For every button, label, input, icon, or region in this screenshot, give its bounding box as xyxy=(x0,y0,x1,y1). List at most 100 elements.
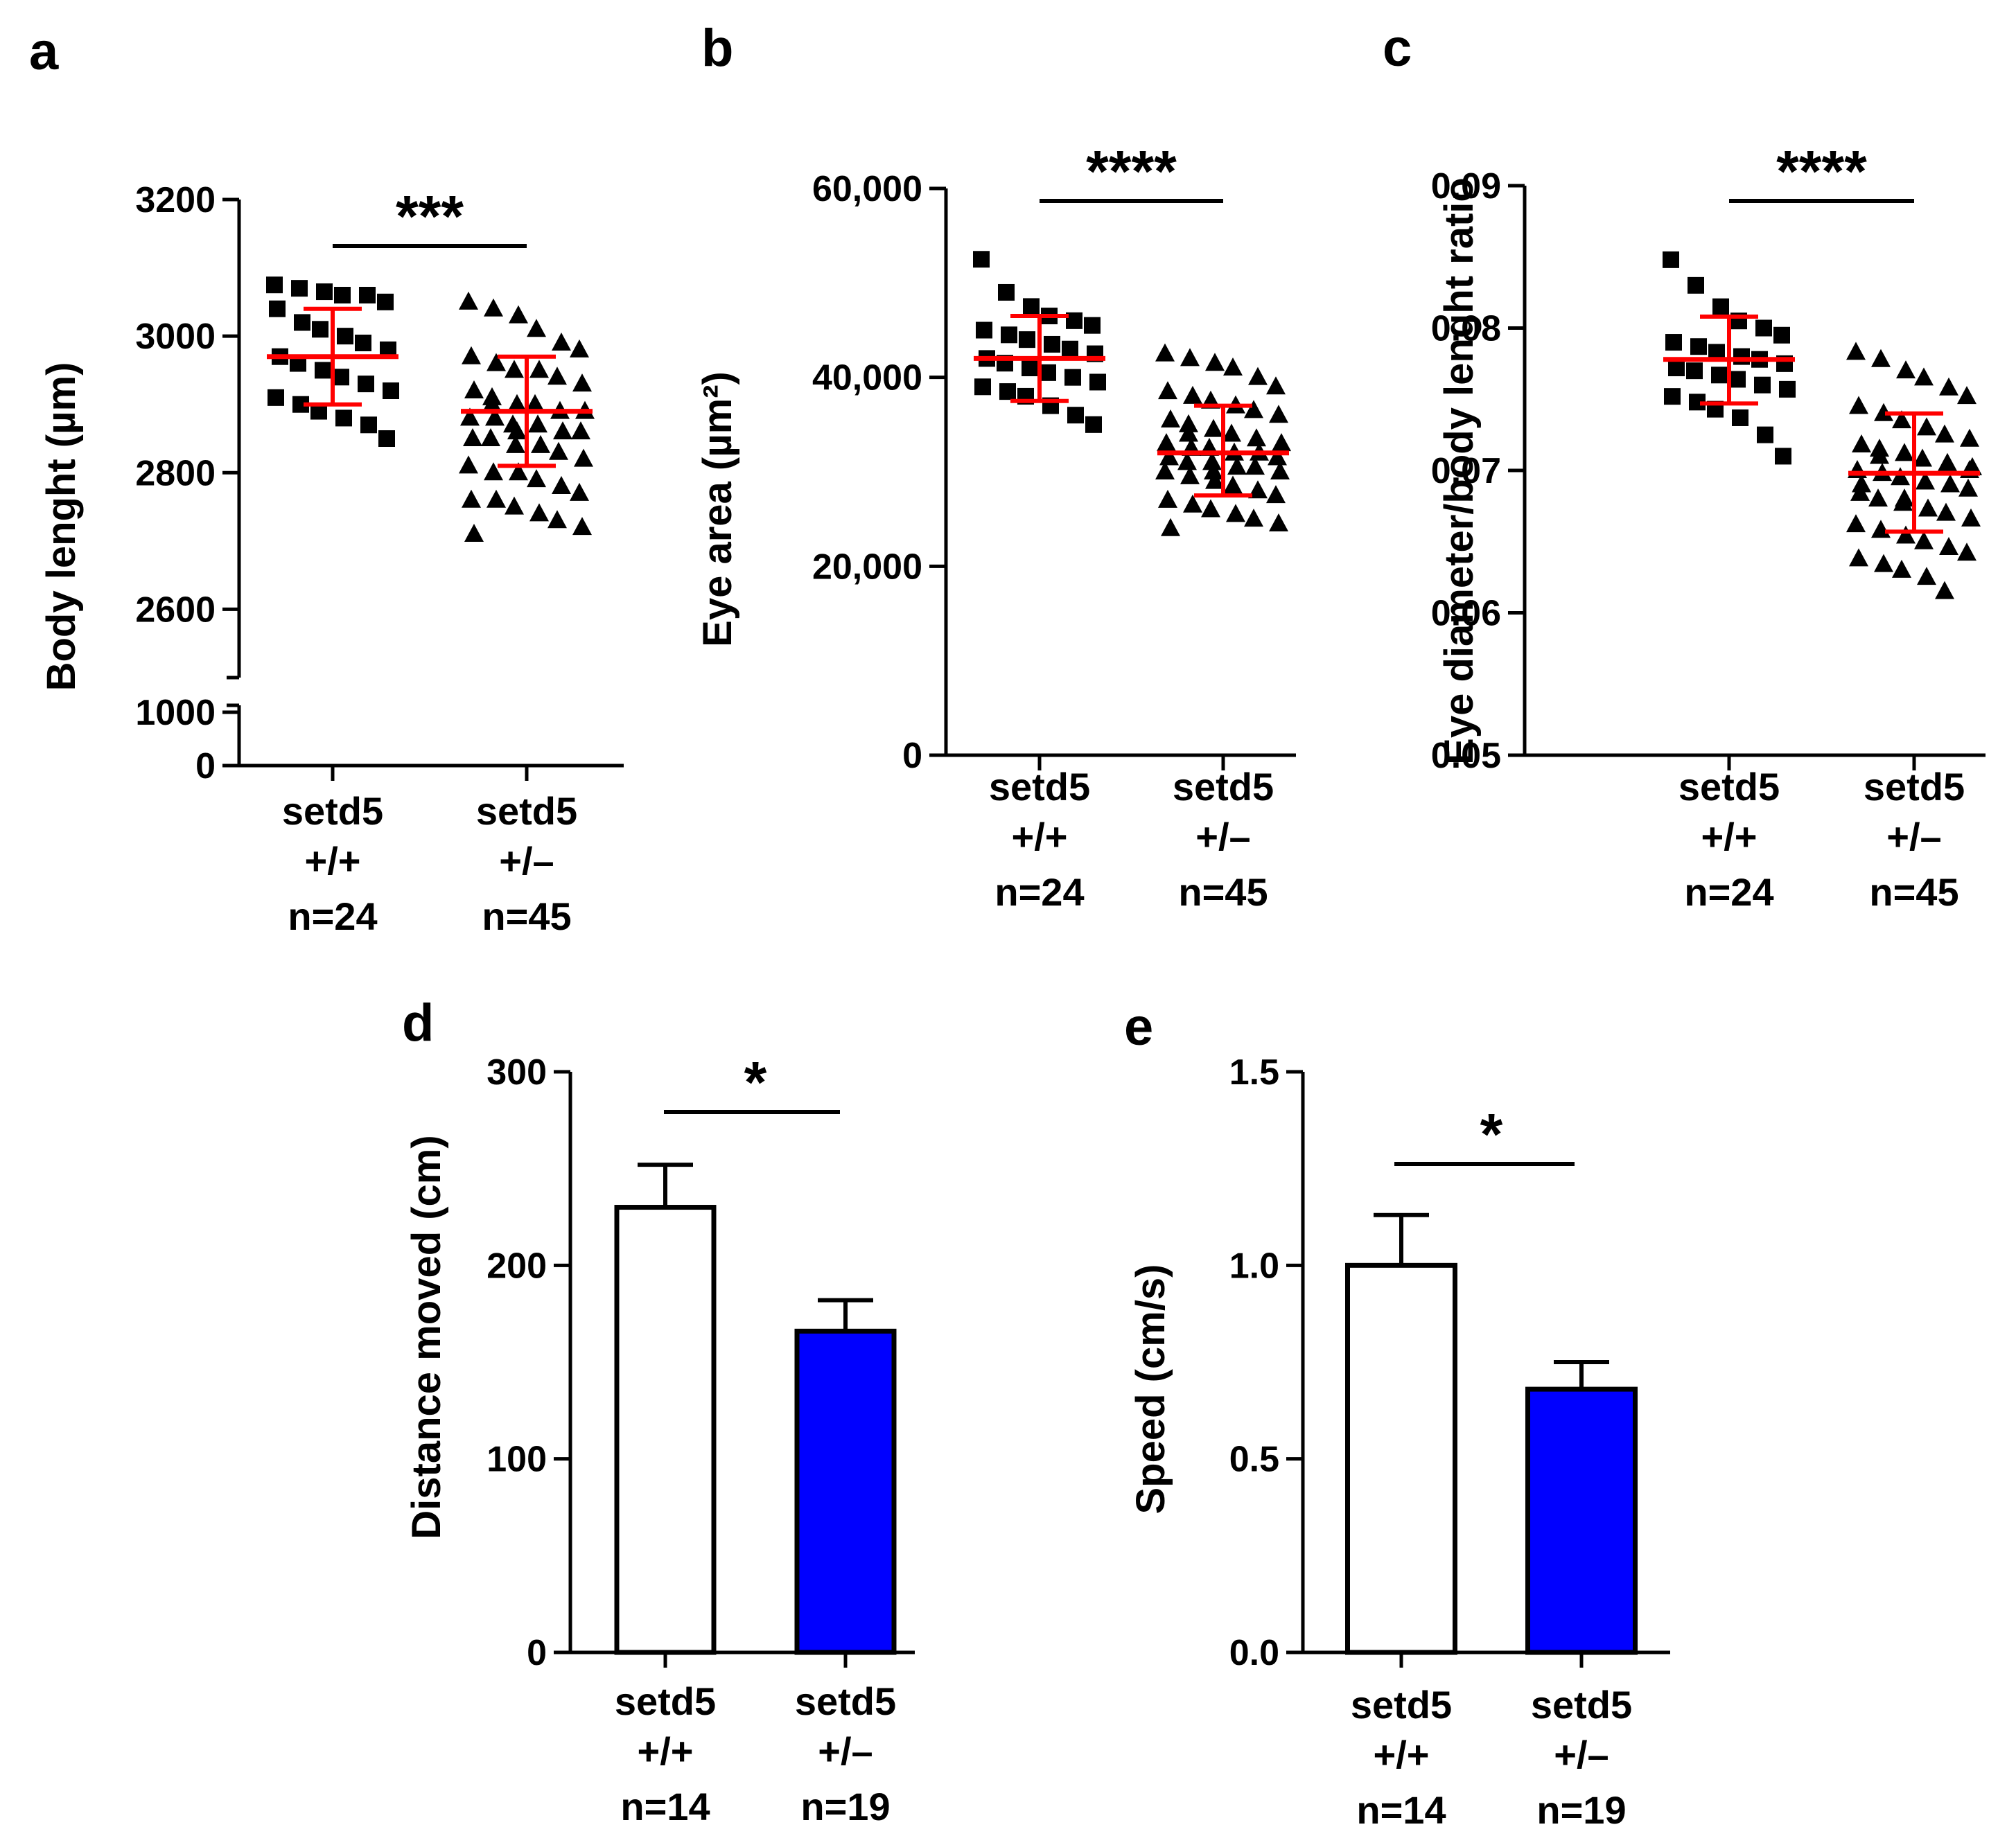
data-point xyxy=(1205,470,1225,489)
data-point xyxy=(998,283,1015,301)
data-point xyxy=(552,333,571,351)
panel-letter: d xyxy=(402,994,434,1052)
category-genotype: +/– xyxy=(1886,815,1941,858)
data-point xyxy=(378,430,395,447)
data-point xyxy=(529,503,549,522)
category-name: setd5 xyxy=(1864,765,1965,809)
data-point xyxy=(528,414,547,433)
data-point xyxy=(1957,386,1976,405)
data-point xyxy=(1161,409,1180,428)
significance-stars: * xyxy=(1480,1102,1503,1167)
significance-stars: **** xyxy=(1086,139,1177,204)
data-point xyxy=(1913,448,1932,467)
data-point xyxy=(1729,371,1746,388)
data-point xyxy=(1668,360,1685,377)
panel-e: e Speed (cm/s) 0.0 0.5 1.0 1.5 setd5 +/+ n=14 s… xyxy=(1124,998,1670,1827)
data-point xyxy=(1022,360,1038,377)
data-point xyxy=(1223,475,1243,494)
data-point xyxy=(1958,478,1978,497)
category-n: n=19 xyxy=(1536,1788,1626,1827)
data-point xyxy=(1155,461,1175,479)
y-tick-label: 20,000 xyxy=(812,547,922,587)
data-point xyxy=(1664,388,1681,405)
category-name: setd5 xyxy=(615,1679,716,1723)
data-point xyxy=(1269,405,1288,423)
y-tick-label: 300 xyxy=(487,1052,547,1093)
y-axis-label: Body lenght (µm) xyxy=(39,362,84,691)
y-tick-label: 0.05 xyxy=(1431,736,1501,776)
data-point xyxy=(1244,400,1263,418)
data-point xyxy=(1227,457,1247,475)
data-point xyxy=(1935,581,1954,599)
data-point xyxy=(1849,396,1868,414)
data-point xyxy=(531,434,550,453)
data-point xyxy=(1871,520,1891,538)
data-point xyxy=(507,394,527,412)
y-tick-label: 2800 xyxy=(135,453,216,493)
panel-letter: c xyxy=(1383,19,1412,78)
data-point xyxy=(1269,513,1288,531)
data-point xyxy=(1177,452,1197,470)
data-point xyxy=(1960,428,1979,447)
data-point xyxy=(377,293,394,310)
data-point xyxy=(572,517,592,536)
y-tick-label: 0 xyxy=(195,746,216,786)
category-name: setd5 xyxy=(282,789,383,833)
data-point xyxy=(1892,410,1911,429)
data-point xyxy=(1874,554,1893,572)
data-point xyxy=(1245,457,1265,475)
data-point xyxy=(527,469,546,488)
category-genotype: +/+ xyxy=(638,1729,694,1773)
data-point xyxy=(1852,434,1871,453)
data-point xyxy=(1044,335,1060,353)
data-point xyxy=(976,321,992,339)
data-point xyxy=(1891,467,1910,486)
data-point xyxy=(359,287,376,303)
y-tick-label: 60,000 xyxy=(812,169,922,209)
data-point xyxy=(1871,348,1891,367)
data-point xyxy=(337,328,353,345)
data-point xyxy=(360,416,377,434)
data-point xyxy=(1085,416,1102,433)
category-n: n=24 xyxy=(288,894,377,938)
data-point xyxy=(1892,559,1911,578)
data-point xyxy=(268,389,284,406)
data-point xyxy=(1846,514,1866,533)
data-point xyxy=(1272,433,1291,452)
data-point xyxy=(1868,488,1888,507)
data-point xyxy=(1062,340,1078,358)
data-point xyxy=(1895,443,1914,461)
data-point xyxy=(294,314,310,331)
panel-b: b Eye area (µm²) 0 20,000 40,000 60,000 setd… xyxy=(695,19,1296,914)
category-name: setd5 xyxy=(989,765,1090,809)
significance-stars: *** xyxy=(396,184,464,249)
data-point xyxy=(1084,317,1101,334)
data-point xyxy=(1089,373,1106,391)
data-point xyxy=(312,321,328,338)
significance-stars: **** xyxy=(1776,139,1867,204)
data-point xyxy=(525,394,545,412)
y-axis-label: Distance moved (cm) xyxy=(404,1135,449,1539)
data-point xyxy=(316,283,333,301)
category-n: n=24 xyxy=(1684,870,1773,914)
data-point xyxy=(1158,489,1177,508)
category-n: n=19 xyxy=(800,1785,890,1827)
category-n: n=14 xyxy=(620,1785,710,1827)
data-point xyxy=(1939,536,1958,555)
category-name: setd5 xyxy=(795,1679,896,1723)
data-point xyxy=(1270,461,1290,479)
data-point xyxy=(1663,251,1679,268)
category-name: setd5 xyxy=(1678,765,1780,809)
data-point xyxy=(1870,445,1889,464)
data-point xyxy=(1179,414,1198,432)
data-point xyxy=(1204,418,1223,437)
data-point xyxy=(549,441,568,460)
data-point xyxy=(1896,360,1916,379)
data-point xyxy=(1918,498,1938,517)
data-point xyxy=(482,394,502,412)
bar xyxy=(1525,1386,1638,1655)
y-tick-label: 40,000 xyxy=(812,358,922,398)
data-point xyxy=(484,462,503,481)
data-point xyxy=(487,489,506,508)
